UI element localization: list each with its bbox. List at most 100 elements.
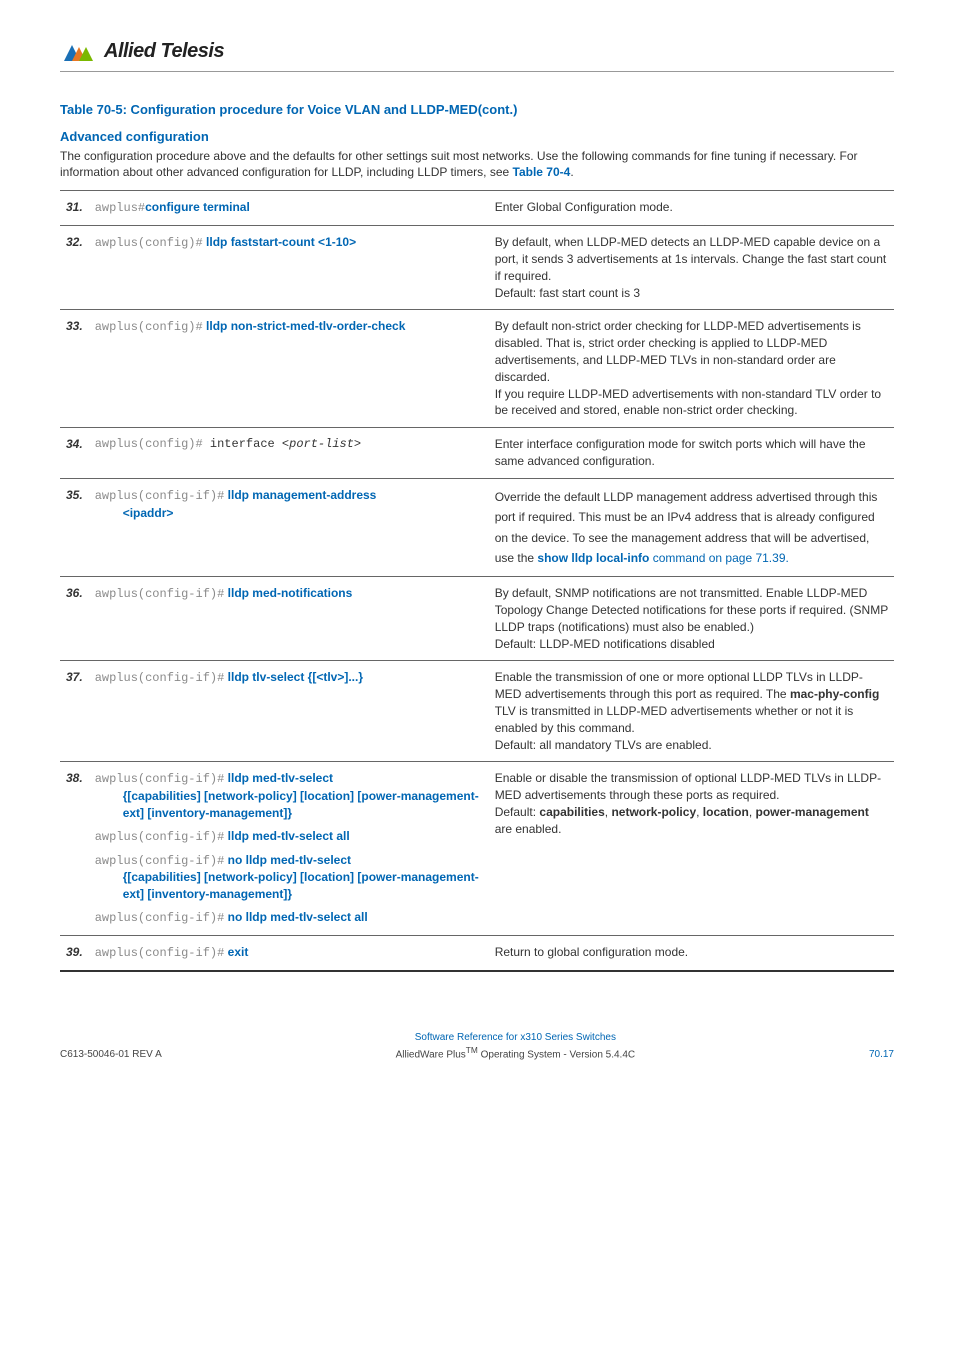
command: lldp med-notifications xyxy=(224,586,352,600)
step-cmd: awplus#configure terminal xyxy=(89,191,489,226)
command: configure terminal xyxy=(145,200,250,214)
default-text: Default: LLDP-MED notifications disabled xyxy=(495,637,715,651)
d-post: are enabled. xyxy=(495,822,562,836)
command-args: {[capabilities] [network-policy] [locati… xyxy=(95,869,483,903)
intro-link: Table 70-4 xyxy=(513,165,571,179)
default-text: Default: fast start count is 3 xyxy=(495,286,640,300)
prompt: awplus(config-if)# xyxy=(95,911,225,925)
table-row: 37. awplus(config-if)# lldp tlv-select {… xyxy=(60,661,894,762)
prompt: awplus(config-if)# xyxy=(95,772,225,786)
prompt: awplus(config-if)# xyxy=(95,830,225,844)
table-row: 39. awplus(config-if)# exit Return to gl… xyxy=(60,935,894,970)
prompt: awplus(config-if)# xyxy=(95,587,225,601)
step-cmd: awplus(config-if)# lldp med-tlv-select {… xyxy=(89,762,489,935)
prompt: awplus(config)# xyxy=(95,320,203,334)
page-footer: C613-50046-01 REV A Software Reference f… xyxy=(60,1032,894,1060)
step-desc: By default, when LLDP-MED detects an LLD… xyxy=(489,226,894,310)
step-num: 36. xyxy=(60,577,89,661)
command: exit xyxy=(224,945,248,959)
step-desc: Override the default LLDP management add… xyxy=(489,478,894,577)
procedure-table: 31. awplus#configure terminal Enter Glob… xyxy=(60,190,894,971)
step-desc: Enter interface configuration mode for s… xyxy=(489,428,894,479)
command: lldp med-tlv-select all xyxy=(224,829,349,843)
d2: network-policy xyxy=(611,805,696,819)
step-cmd: awplus(config-if)# lldp med-notification… xyxy=(89,577,489,661)
step-num: 33. xyxy=(60,310,89,428)
table-row: 38. awplus(config-if)# lldp med-tlv-sele… xyxy=(60,762,894,935)
page-header: Allied Telesis xyxy=(60,40,894,72)
footer-line2: AlliedWare PlusTM Operating System - Ver… xyxy=(162,1045,869,1060)
step-num: 31. xyxy=(60,191,89,226)
footer-center: Software Reference for x310 Series Switc… xyxy=(162,1032,869,1060)
prompt: awplus(config)# xyxy=(95,437,210,451)
d3: location xyxy=(703,805,749,819)
command: no lldp med-tlv-select all xyxy=(224,910,367,924)
table-row: 35. awplus(config-if)# lldp management-a… xyxy=(60,478,894,577)
step-desc: By default non-strict order checking for… xyxy=(489,310,894,428)
command: lldp tlv-select {[<tlv>]...} xyxy=(224,670,363,684)
desc-text: By default, when LLDP-MED detects an LLD… xyxy=(495,235,887,283)
table-title: Table 70-5: Configuration procedure for … xyxy=(60,102,894,117)
footer-c2-pre: AlliedWare Plus xyxy=(396,1049,466,1060)
footer-line1: Software Reference for x310 Series Switc… xyxy=(162,1032,869,1043)
desc-post: command on page 71.39. xyxy=(649,551,788,565)
step-cmd: awplus(config)# lldp non-strict-med-tlv-… xyxy=(89,310,489,428)
step-desc: By default, SNMP notifications are not t… xyxy=(489,577,894,661)
step-cmd: awplus(config-if)# lldp management-addre… xyxy=(89,478,489,577)
desc-text: If you require LLDP-MED advertisements w… xyxy=(495,387,881,418)
step-num: 38. xyxy=(60,762,89,935)
command: lldp non-strict-med-tlv-order-check xyxy=(203,319,406,333)
table-row: 33. awplus(config)# lldp non-strict-med-… xyxy=(60,310,894,428)
step-cmd: awplus(config-if)# lldp tlv-select {[<tl… xyxy=(89,661,489,762)
step-cmd: awplus(config-if)# exit xyxy=(89,935,489,970)
cmd-plain: interface xyxy=(210,437,282,451)
step-desc: Enable or disable the transmission of op… xyxy=(489,762,894,935)
desc-text: By default non-strict order checking for… xyxy=(495,319,861,383)
step-num: 37. xyxy=(60,661,89,762)
step-num: 35. xyxy=(60,478,89,577)
command: lldp med-tlv-select xyxy=(224,771,333,785)
table-row: 31. awplus#configure terminal Enter Glob… xyxy=(60,191,894,226)
prompt: awplus(config-if)# xyxy=(95,489,225,503)
intro-post: . xyxy=(570,165,573,179)
step-num: 32. xyxy=(60,226,89,310)
desc-mid: TLV is transmitted in LLDP-MED advertise… xyxy=(495,704,854,735)
step-desc: Return to global configuration mode. xyxy=(489,935,894,970)
default-pre: Default: xyxy=(495,805,540,819)
command-arg: <ipaddr> xyxy=(95,505,483,522)
logo-triangles xyxy=(60,41,98,63)
step-cmd: awplus(config)# lldp faststart-count <1-… xyxy=(89,226,489,310)
link-ref: show lldp local-info xyxy=(537,551,649,565)
command: lldp faststart-count <1-10> xyxy=(203,235,356,249)
desc-text: By default, SNMP notifications are not t… xyxy=(495,586,888,634)
dc2: , xyxy=(696,805,703,819)
footer-left: C613-50046-01 REV A xyxy=(60,1049,162,1060)
intro-pre: The configuration procedure above and th… xyxy=(60,149,858,179)
command: lldp management-address xyxy=(224,488,376,502)
command-args: {[capabilities] [network-policy] [locati… xyxy=(95,788,483,822)
step-num: 34. xyxy=(60,428,89,479)
prompt: awplus(config-if)# xyxy=(95,854,225,868)
command: no lldp med-tlv-select xyxy=(224,853,351,867)
prompt: awplus(config-if)# xyxy=(95,946,225,960)
default-text: Default: all mandatory TLVs are enabled. xyxy=(495,738,712,752)
footer-c2-post: Operating System - Version 5.4.4C xyxy=(478,1049,635,1060)
prompt: awplus# xyxy=(95,201,145,215)
step-cmd: awplus(config)# interface <port-list> xyxy=(89,428,489,479)
tm-icon: TM xyxy=(466,1045,478,1055)
step-desc: Enable the transmission of one or more o… xyxy=(489,661,894,762)
table-row: 34. awplus(config)# interface <port-list… xyxy=(60,428,894,479)
desc-bold: mac-phy-config xyxy=(790,687,879,701)
table-row: 36. awplus(config-if)# lldp med-notifica… xyxy=(60,577,894,661)
intro-text: The configuration procedure above and th… xyxy=(60,148,894,180)
d1: capabilities xyxy=(539,805,604,819)
table-row: 32. awplus(config)# lldp faststart-count… xyxy=(60,226,894,310)
step-num: 39. xyxy=(60,935,89,970)
page-number: 70.17 xyxy=(869,1049,894,1060)
d4: power-management xyxy=(755,805,868,819)
prompt: awplus(config)# xyxy=(95,236,203,250)
step-desc: Enter Global Configuration mode. xyxy=(489,191,894,226)
section-heading: Advanced configuration xyxy=(60,129,894,144)
prompt: awplus(config-if)# xyxy=(95,671,225,685)
brand-name: Allied Telesis xyxy=(104,40,224,63)
